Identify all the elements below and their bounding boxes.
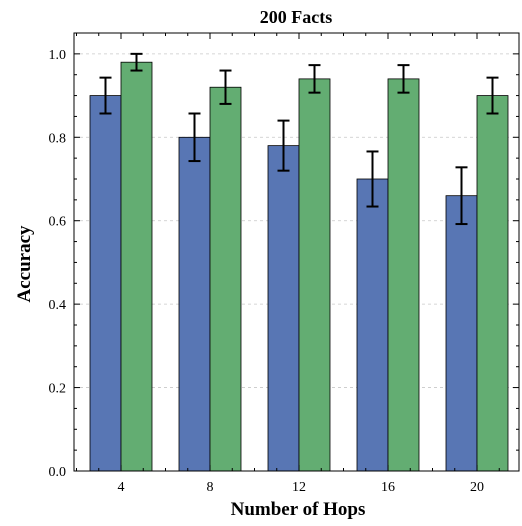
bar-series-1-12 bbox=[267, 145, 300, 472]
x-tick-label: 12 bbox=[292, 480, 306, 495]
y-tick-label: 0.2 bbox=[49, 382, 67, 397]
bar-series-1-4 bbox=[89, 95, 122, 472]
bars bbox=[89, 61, 509, 472]
bar-series-2-12 bbox=[298, 78, 331, 472]
y-tick-label: 0.0 bbox=[49, 465, 67, 480]
bar-series-1-8 bbox=[178, 136, 211, 472]
bar-series-2-20 bbox=[476, 95, 509, 472]
x-axis-label: Number of Hops bbox=[231, 499, 366, 520]
bar-series-2-16 bbox=[387, 78, 420, 472]
bar-series-1-16 bbox=[356, 178, 389, 472]
y-tick-label: 1.0 bbox=[49, 48, 67, 63]
y-axis-label: Accuracy bbox=[14, 225, 35, 303]
bar-series-1-20 bbox=[445, 195, 478, 472]
y-tick-label: 0.4 bbox=[49, 298, 67, 313]
x-tick-label: 8 bbox=[207, 480, 214, 495]
y-tick-label: 0.6 bbox=[49, 215, 67, 230]
x-tick-label: 20 bbox=[470, 480, 484, 495]
plot-frame bbox=[73, 32, 520, 472]
axis-ticks: 0.0 0.2 0.4 0.6 0.8 1.0 4 8 12 16 20 bbox=[49, 33, 519, 495]
bar-series-2-8 bbox=[209, 86, 242, 472]
chart-title: 200 Facts bbox=[260, 7, 332, 27]
x-tick-label: 16 bbox=[381, 480, 395, 495]
x-tick-label: 4 bbox=[118, 480, 125, 495]
y-tick-label: 0.8 bbox=[49, 131, 67, 146]
bar-series-2-4 bbox=[120, 61, 153, 472]
error-bars bbox=[99, 52, 499, 226]
